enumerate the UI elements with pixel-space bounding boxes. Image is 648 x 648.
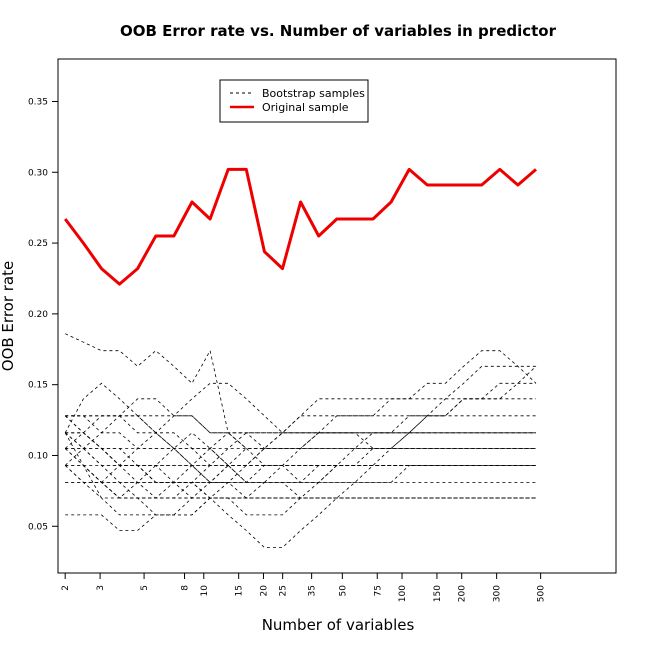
x-tick-label: 150 bbox=[433, 585, 443, 602]
x-tick-label: 5 bbox=[140, 585, 150, 591]
y-tick-label: 0.30 bbox=[28, 168, 48, 178]
bootstrap-line-2 bbox=[65, 415, 536, 466]
y-tick-label: 0.15 bbox=[28, 381, 48, 391]
y-tick-label: 0.35 bbox=[28, 97, 48, 107]
bootstrap-line-12 bbox=[64, 432, 536, 516]
y-tick-label: 0.20 bbox=[28, 310, 48, 320]
y-axis-label: OOB Error rate bbox=[0, 261, 17, 371]
legend: Bootstrap samples Original sample bbox=[219, 79, 369, 123]
x-tick-label: 15 bbox=[235, 585, 245, 596]
bootstrap-line-6 bbox=[64, 415, 536, 466]
bootstrap-line-8 bbox=[65, 465, 536, 499]
x-tick-label: 2 bbox=[61, 585, 71, 591]
x-tick-label: 75 bbox=[373, 585, 383, 596]
original-line-group bbox=[64, 167, 537, 286]
x-tick-label: 35 bbox=[308, 585, 318, 596]
y-tick-label: 0.10 bbox=[28, 451, 48, 461]
y-tick-label: 0.05 bbox=[28, 522, 48, 532]
x-tick-label: 25 bbox=[279, 585, 289, 596]
x-tick-label: 20 bbox=[259, 585, 269, 597]
plot-frame bbox=[57, 58, 617, 574]
x-axis-label: Number of variables bbox=[262, 616, 415, 634]
bootstrap-line-4 bbox=[64, 465, 536, 516]
x-axis: 2 3 5 8 10 15 20 25 35 50 75 100 150 200 300 500 bbox=[61, 572, 547, 602]
x-tick-label: 10 bbox=[200, 585, 210, 597]
y-tick-label: 0.25 bbox=[28, 239, 48, 249]
bootstrap-line-23 bbox=[65, 365, 536, 548]
y-axis: 0.05 0.10 0.15 0.20 0.25 0.30 0.35 bbox=[28, 97, 59, 532]
bootstrap-line-7 bbox=[64, 382, 536, 483]
bootstrap-line-21 bbox=[65, 432, 536, 449]
x-tick-label: 300 bbox=[493, 585, 503, 602]
bootstrap-line-14 bbox=[65, 382, 536, 466]
bootstrap-line-20 bbox=[65, 415, 536, 466]
x-tick-label: 100 bbox=[398, 585, 408, 602]
x-tick-label: 8 bbox=[181, 585, 191, 591]
chart-title: OOB Error rate vs. Number of variables i… bbox=[120, 22, 557, 40]
bootstrap-line-1 bbox=[65, 333, 537, 483]
legend-original-label: Original sample bbox=[262, 101, 349, 114]
bootstrap-line-25 bbox=[65, 465, 536, 499]
bootstrap-line-10 bbox=[64, 415, 536, 499]
legend-bootstrap-label: Bootstrap samples bbox=[262, 87, 365, 100]
x-tick-label: 500 bbox=[537, 585, 547, 602]
x-tick-label: 50 bbox=[338, 585, 348, 597]
bootstrap-line-5 bbox=[65, 382, 536, 531]
bootstrap-line-18 bbox=[65, 465, 536, 499]
x-tick-label: 200 bbox=[458, 585, 468, 602]
original-sample-line bbox=[64, 167, 537, 286]
bootstrap-line-24 bbox=[64, 350, 537, 483]
bootstrap-line-19 bbox=[64, 432, 536, 499]
bootstrap-line-15 bbox=[65, 465, 536, 483]
bootstrap-line-22 bbox=[64, 448, 536, 499]
legend-box bbox=[219, 79, 369, 123]
bootstrap-lines bbox=[64, 333, 537, 548]
x-tick-label: 3 bbox=[96, 585, 106, 591]
bootstrap-line-13 bbox=[64, 415, 536, 499]
bootstrap-line-9 bbox=[64, 398, 536, 466]
bootstrap-line-16 bbox=[65, 415, 536, 449]
